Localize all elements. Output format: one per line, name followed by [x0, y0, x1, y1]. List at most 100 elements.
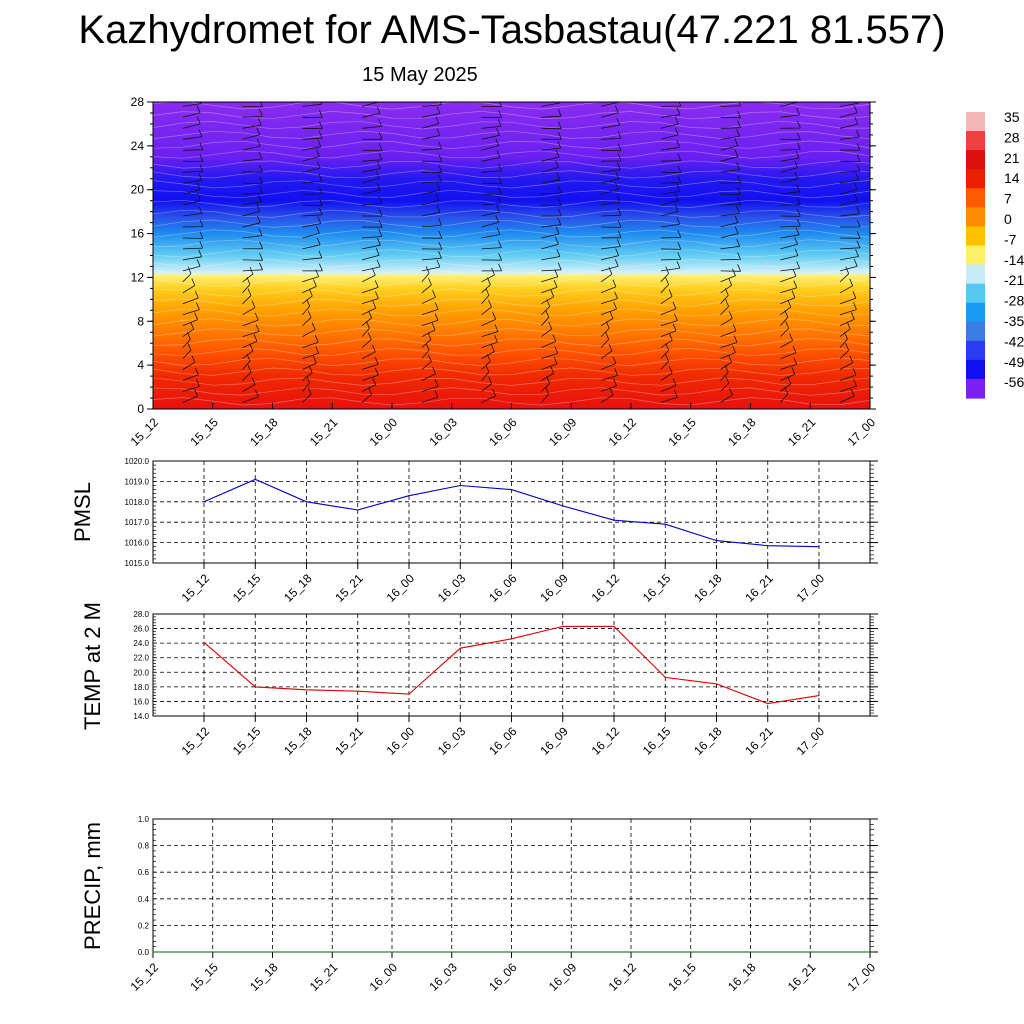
wind-barb — [720, 197, 741, 206]
wind-barb — [660, 378, 677, 392]
y-tick-label: 1019.0 — [125, 477, 150, 486]
wind-barb — [780, 132, 801, 141]
wind-barb — [601, 239, 621, 250]
wind-barb — [660, 116, 679, 129]
wind-barb — [839, 259, 858, 272]
wind-barb — [481, 288, 490, 304]
wind-barb — [720, 388, 733, 403]
wind-barb — [839, 302, 857, 316]
x-tick-label: 16_12 — [606, 415, 640, 449]
wind-barb — [242, 194, 262, 206]
contour-lines — [153, 102, 870, 406]
x-tick-label: 15_18 — [247, 960, 281, 994]
x-tick-label: 16_18 — [725, 960, 759, 994]
wind-barb — [421, 302, 439, 316]
colorbar-swatch — [966, 378, 985, 399]
contour-line — [153, 357, 870, 367]
wind-barb — [839, 343, 850, 359]
x-tick-label: 16_03 — [435, 571, 469, 605]
wind-barb — [780, 333, 793, 348]
wind-barb — [660, 390, 678, 403]
wind-barb — [481, 186, 502, 195]
wind-barb — [421, 313, 439, 327]
contour-line — [153, 110, 870, 120]
wind-barb — [361, 267, 376, 283]
data-point — [357, 690, 359, 692]
wind-barb — [600, 291, 618, 305]
wind-barb — [600, 388, 614, 403]
wind-barb — [421, 332, 432, 348]
wind-barb — [541, 140, 562, 151]
wind-barb — [421, 343, 430, 359]
contour-line — [153, 288, 870, 297]
contour-line — [153, 337, 870, 347]
wind-barb — [541, 289, 555, 305]
y-tick-label: 4 — [137, 358, 144, 372]
wind-barb — [481, 102, 502, 108]
y-tick-label: 0.0 — [138, 948, 150, 957]
y-tick-label: 24 — [131, 139, 145, 153]
wind-barb — [361, 171, 380, 184]
wind-barb — [720, 226, 739, 239]
wind-barb — [182, 182, 201, 195]
wind-barb — [780, 197, 801, 206]
contour-line — [153, 239, 870, 248]
wind-barb — [481, 324, 499, 337]
wind-barb — [780, 248, 799, 261]
colorbar-label: 28 — [1004, 129, 1020, 145]
wind-barb — [780, 237, 798, 250]
wind-barb — [780, 171, 799, 184]
wind-barb — [302, 110, 323, 118]
wind-barb — [242, 176, 263, 184]
x-tick-label: 15_15 — [230, 724, 264, 758]
wind-barb — [660, 313, 678, 327]
x-tick-label: 16_03 — [426, 960, 460, 994]
wind-barb — [720, 175, 741, 184]
y-tick-label: 1017.0 — [125, 518, 150, 527]
wind-barb — [361, 291, 379, 305]
x-tick-label: 15_12 — [128, 415, 162, 449]
wind-barb — [541, 160, 559, 173]
wind-barb — [780, 184, 800, 195]
wind-barb — [601, 208, 622, 217]
x-tick-label: 16_09 — [537, 724, 571, 758]
wind-barb — [182, 321, 195, 337]
y-tick-label: 14.0 — [133, 712, 149, 721]
x-tick-label: 16_09 — [537, 571, 571, 605]
data-point — [254, 478, 256, 480]
wind-barb — [182, 379, 200, 392]
y-tick-label: 28 — [131, 95, 145, 109]
wind-barb — [720, 252, 741, 261]
wind-barb — [182, 240, 204, 250]
colorbar-label: -21 — [1004, 272, 1024, 288]
contour-line — [153, 189, 870, 199]
wind-barb — [481, 263, 502, 272]
x-tick-label: 15_21 — [332, 571, 366, 605]
wind-barb — [601, 153, 622, 162]
wind-barb — [421, 183, 441, 195]
contour-line — [153, 308, 870, 317]
data-point — [767, 703, 769, 705]
wind-barb — [182, 142, 204, 151]
x-tick-label: 16_21 — [785, 960, 819, 994]
wind-barb — [660, 354, 669, 370]
x-tick-label: 16_06 — [486, 724, 520, 758]
wind-barb — [720, 162, 741, 173]
wind-barb — [481, 163, 502, 173]
wind-barb — [362, 152, 383, 162]
colorbar: 35 28 21 14 7 0 -7 -14 -21 -28 -35 -42 -49 -56 — [966, 109, 1024, 399]
wind-barb — [302, 310, 312, 326]
wind-barb — [182, 164, 204, 173]
contour-line — [153, 367, 870, 376]
wind-barb — [242, 215, 261, 228]
contour-line — [153, 387, 870, 396]
wind-barb — [541, 132, 562, 140]
wind-barb — [302, 375, 311, 392]
wind-barb — [182, 105, 201, 118]
colorbar-swatch — [966, 112, 985, 132]
wind-barb — [720, 299, 729, 315]
wind-barb — [600, 343, 613, 359]
wind-barb — [242, 127, 261, 140]
wind-barb — [421, 354, 432, 370]
wind-barb — [481, 388, 497, 403]
